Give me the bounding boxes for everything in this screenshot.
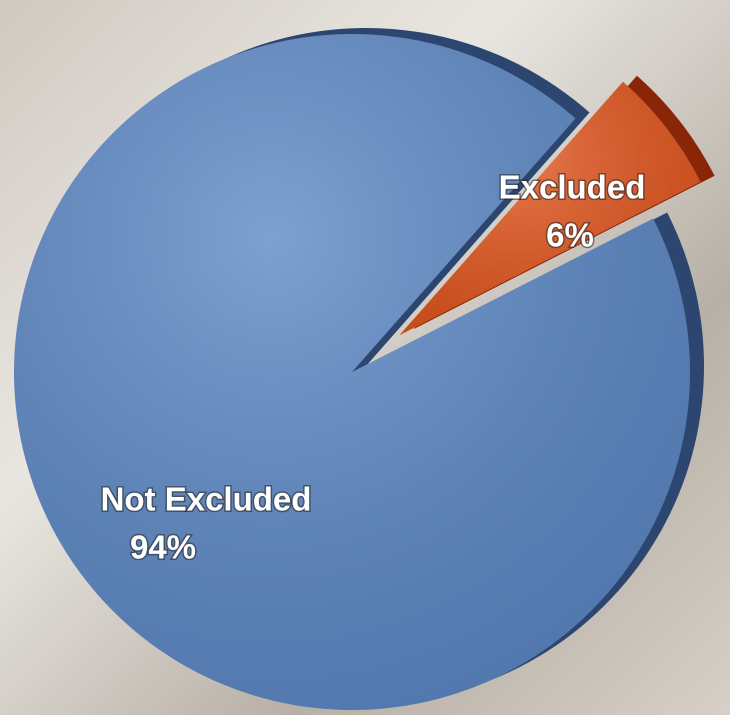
slice-label: Not Excluded (101, 481, 312, 518)
slice-value-label: 6% (546, 217, 594, 254)
pie (14, 27, 715, 710)
labels: Not Excluded 94% Excluded 6% (99, 167, 647, 567)
slice-label: Excluded (499, 169, 646, 206)
slice-shine (399, 81, 701, 336)
slice-shine (14, 33, 690, 710)
slice-value-label: 94% (130, 529, 196, 566)
